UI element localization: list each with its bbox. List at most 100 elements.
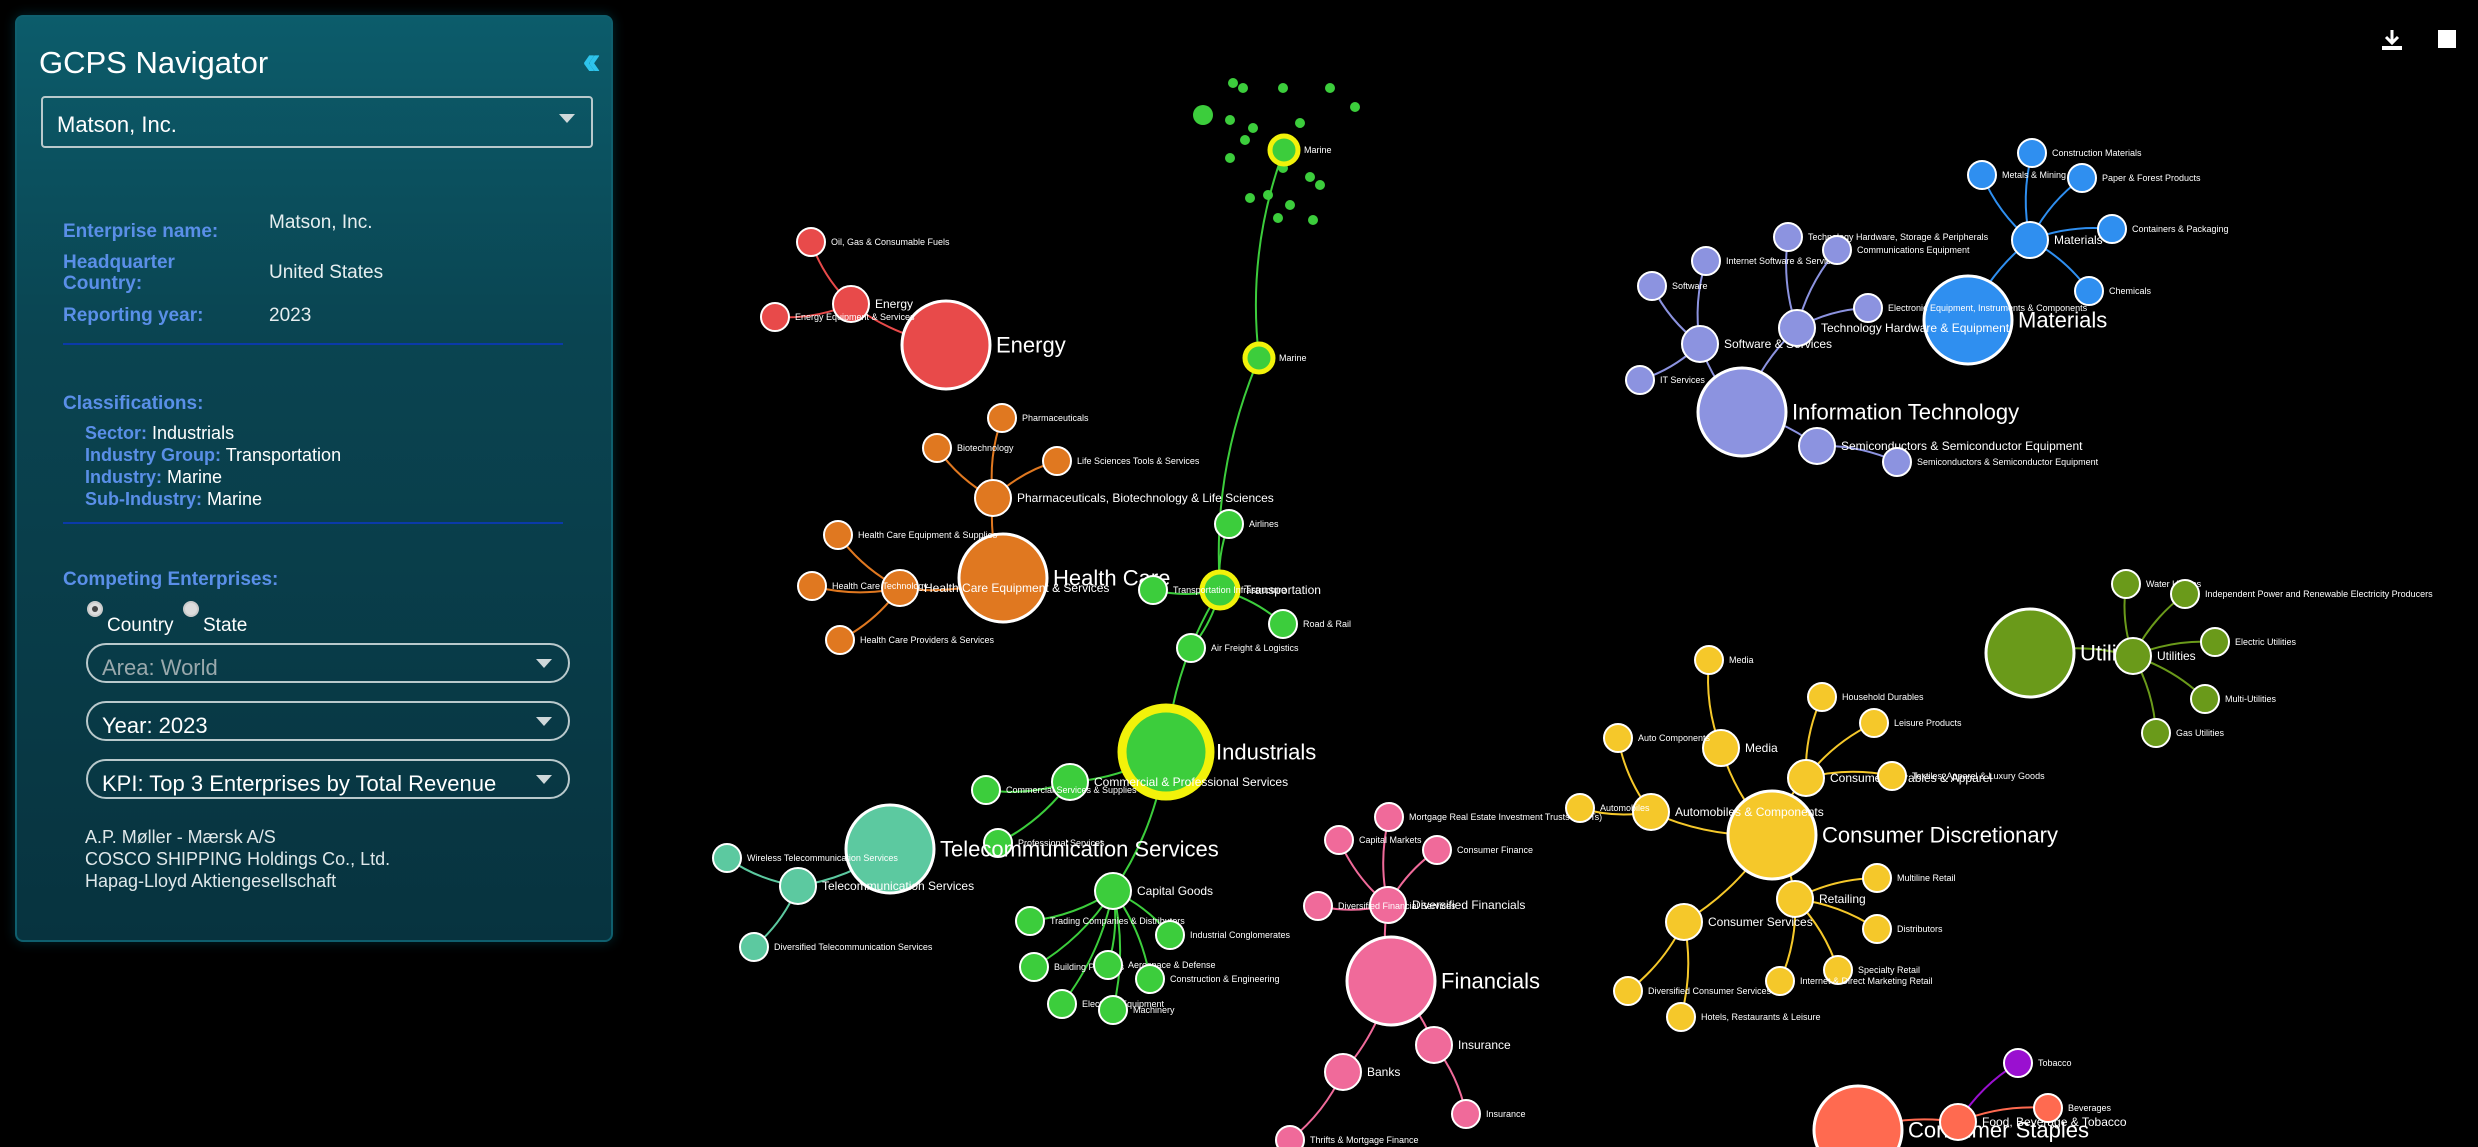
graph-node-tel_g[interactable]: Telecommunication Services bbox=[779, 867, 974, 905]
graph-node-health[interactable]: Health Care bbox=[957, 532, 1170, 624]
country-radio[interactable] bbox=[87, 601, 103, 617]
enterprise-node[interactable] bbox=[1325, 83, 1335, 93]
graph-node-ths[interactable]: Technology Hardware, Storage & Periphera… bbox=[1773, 222, 1989, 252]
graph-node-ipp[interactable]: Independent Power and Renewable Electric… bbox=[2170, 579, 2433, 609]
graph-node-it[interactable]: Information Technology bbox=[1696, 366, 2019, 458]
enterprise-node[interactable] bbox=[1238, 83, 1248, 93]
square-icon[interactable] bbox=[2436, 28, 2458, 57]
graph-node-mach[interactable]: Machinery bbox=[1098, 995, 1175, 1025]
graph-node-mreit[interactable]: Mortgage Real Estate Investment Trusts (… bbox=[1374, 802, 1602, 832]
graph-node-constr[interactable]: Construction Materials bbox=[2017, 138, 2142, 168]
graph-node-energy[interactable]: Energy bbox=[900, 299, 1066, 391]
graph-node-lsts[interactable]: Life Sciences Tools & Services bbox=[1042, 446, 1200, 476]
enterprise-node[interactable] bbox=[1273, 213, 1283, 223]
graph-node-gas[interactable]: Gas Utilities bbox=[2141, 718, 2225, 748]
graph-node-airlines[interactable]: Airlines bbox=[1214, 509, 1279, 539]
graph-node-dcs[interactable]: Diversified Consumer Services bbox=[1613, 976, 1772, 1006]
graph-node-tob[interactable]: Tobacco bbox=[2003, 1048, 2072, 1078]
enterprise-node[interactable] bbox=[1285, 200, 1295, 210]
graph-node-hce_g[interactable]: Health Care Equipment & Services bbox=[881, 569, 1109, 607]
graph-node-telecom[interactable]: Telecommunication Services bbox=[844, 803, 1219, 895]
enterprise-node[interactable] bbox=[1240, 135, 1250, 145]
graph-node-staples[interactable]: Consumer Staples bbox=[1812, 1084, 2089, 1147]
enterprise-node[interactable] bbox=[1225, 153, 1235, 163]
download-icon[interactable] bbox=[2380, 28, 2404, 59]
graph-node-autocomp[interactable]: Auto Components bbox=[1603, 723, 1711, 753]
graph-node-capm[interactable]: Capital Markets bbox=[1324, 825, 1422, 855]
graph-node-dts[interactable]: Diversified Telecommunication Services bbox=[739, 932, 933, 962]
graph-node-prof[interactable]: Professional Services bbox=[983, 828, 1105, 858]
graph-node-hcps[interactable]: Health Care Providers & Services bbox=[825, 625, 995, 655]
graph-node-media_g[interactable]: Media bbox=[1702, 729, 1778, 767]
graph-node-trans_g[interactable]: Transportation bbox=[1199, 569, 1321, 611]
graph-node-wts[interactable]: Wireless Telecommunication Services bbox=[712, 843, 898, 873]
graph-node-tinf[interactable]: Transportation Infrastructure bbox=[1138, 575, 1286, 605]
graph-node-cap_g[interactable]: Capital Goods bbox=[1094, 872, 1213, 910]
graph-node-software[interactable]: Software bbox=[1637, 271, 1708, 301]
graph-node-pharma[interactable]: Pharmaceuticals bbox=[987, 403, 1089, 433]
enterprise-node[interactable] bbox=[1263, 190, 1273, 200]
graph-node-dfs[interactable]: Diversified Financial Services bbox=[1303, 891, 1456, 921]
enterprise-node[interactable] bbox=[1305, 172, 1315, 182]
graph-node-thrifts[interactable]: Thrifts & Mortgage Finance bbox=[1275, 1125, 1419, 1147]
enterprise-node[interactable] bbox=[1295, 118, 1305, 128]
graph-node-multi[interactable]: Multi-Utilities bbox=[2190, 684, 2277, 714]
enterprise-node[interactable] bbox=[1245, 193, 1255, 203]
graph-node-ind[interactable]: Industrials bbox=[1117, 703, 1316, 801]
graph-node-bev[interactable]: Beverages bbox=[2033, 1093, 2112, 1123]
enterprise-node[interactable] bbox=[1228, 78, 1238, 88]
graph-node-contain[interactable]: Containers & Packaging bbox=[2097, 214, 2229, 244]
graph-node-cd[interactable]: Consumer Discretionary bbox=[1726, 789, 2058, 881]
graph-node-idmr[interactable]: Internet & Direct Marketing Retail bbox=[1765, 966, 1933, 996]
graph-node-biotech[interactable]: Biotechnology bbox=[922, 433, 1014, 463]
graph-node-itserv[interactable]: IT Services bbox=[1625, 365, 1705, 395]
state-radio[interactable] bbox=[183, 601, 199, 617]
graph-node-aero[interactable]: Aerospace & Defense bbox=[1093, 950, 1216, 980]
enterprise-node[interactable] bbox=[1278, 83, 1288, 93]
graph-node-hces[interactable]: Health Care Equipment & Supplies bbox=[823, 520, 998, 550]
graph-node-hrl[interactable]: Hotels, Restaurants & Leisure bbox=[1666, 1002, 1821, 1032]
graph-node-marine[interactable]: Marine bbox=[1242, 341, 1307, 375]
graph-node-ceng[interactable]: Construction & Engineering bbox=[1135, 964, 1280, 994]
graph-node-hctech[interactable]: Health Care Technology bbox=[797, 571, 928, 601]
graph-node-util_g[interactable]: Utilities bbox=[2114, 637, 2196, 675]
graph-node-media[interactable]: Media bbox=[1694, 645, 1754, 675]
graph-node-divfin_g[interactable]: Diversified Financials bbox=[1369, 886, 1525, 924]
graph-node-hw_g[interactable]: Technology Hardware & Equipment bbox=[1778, 309, 2010, 347]
graph-node-tal[interactable]: Textiles, Apparel & Luxury Goods bbox=[1877, 761, 2045, 791]
graph-node-bprod[interactable]: Building Products bbox=[1019, 952, 1125, 982]
graph-node-paper[interactable]: Paper & Forest Products bbox=[2067, 163, 2201, 193]
graph-node-metals[interactable]: Metals & Mining bbox=[1967, 160, 2066, 190]
enterprise-node[interactable] bbox=[1315, 180, 1325, 190]
graph-node-icong[interactable]: Industrial Conglomerates bbox=[1155, 920, 1291, 950]
graph-node-dist[interactable]: Distributors bbox=[1862, 914, 1943, 944]
graph-node-road[interactable]: Road & Rail bbox=[1268, 609, 1351, 639]
graph-node-tcd[interactable]: Trading Companies & Distributors bbox=[1015, 906, 1185, 936]
graph-node-pharma_g[interactable]: Pharmaceuticals, Biotechnology & Life Sc… bbox=[974, 479, 1274, 517]
graph-node-banks_g[interactable]: Banks bbox=[1324, 1053, 1400, 1091]
graph-node-auto_g[interactable]: Automobiles & Components bbox=[1632, 793, 1824, 831]
graph-node-chem[interactable]: Chemicals bbox=[2074, 276, 2152, 306]
graph-node-isvc[interactable]: Internet Software & Services bbox=[1691, 246, 1841, 276]
kpi-select[interactable]: KPI: Top 3 Enterprises by Total Revenue bbox=[86, 759, 570, 799]
graph-node-ins[interactable]: Insurance bbox=[1451, 1099, 1526, 1129]
graph-node-comm[interactable]: Communications Equipment bbox=[1822, 235, 1970, 265]
graph-node-ins_g[interactable]: Insurance bbox=[1415, 1026, 1511, 1064]
enterprise-node[interactable] bbox=[1193, 105, 1213, 125]
graph-node-spret[interactable]: Specialty Retail bbox=[1823, 955, 1920, 985]
graph-node-fin[interactable]: Financials bbox=[1345, 935, 1540, 1027]
graph-node-eutil[interactable]: Electric Utilities bbox=[2200, 627, 2297, 657]
graph-node-marine_focus[interactable]: Marine bbox=[1267, 133, 1332, 167]
graph-node-ogcf[interactable]: Oil, Gas & Consumable Fuels bbox=[796, 227, 950, 257]
graph-node-airf[interactable]: Air Freight & Logistics bbox=[1176, 633, 1299, 663]
graph-node-retail_g[interactable]: Retailing bbox=[1776, 880, 1866, 918]
graph-node-materials[interactable]: Materials bbox=[1922, 274, 2107, 366]
graph-node-cps_g[interactable]: Commercial & Professional Services bbox=[1051, 763, 1288, 801]
graph-node-hdur[interactable]: Household Durables bbox=[1807, 682, 1924, 712]
area-select[interactable]: Area: World bbox=[86, 643, 570, 683]
graph-node-cs_g[interactable]: Consumer Services bbox=[1665, 903, 1813, 941]
graph-node-autos[interactable]: Automobiles bbox=[1565, 793, 1650, 823]
enterprise-node[interactable] bbox=[1350, 102, 1360, 112]
graph-node-mat_g[interactable]: Materials bbox=[2011, 221, 2103, 259]
